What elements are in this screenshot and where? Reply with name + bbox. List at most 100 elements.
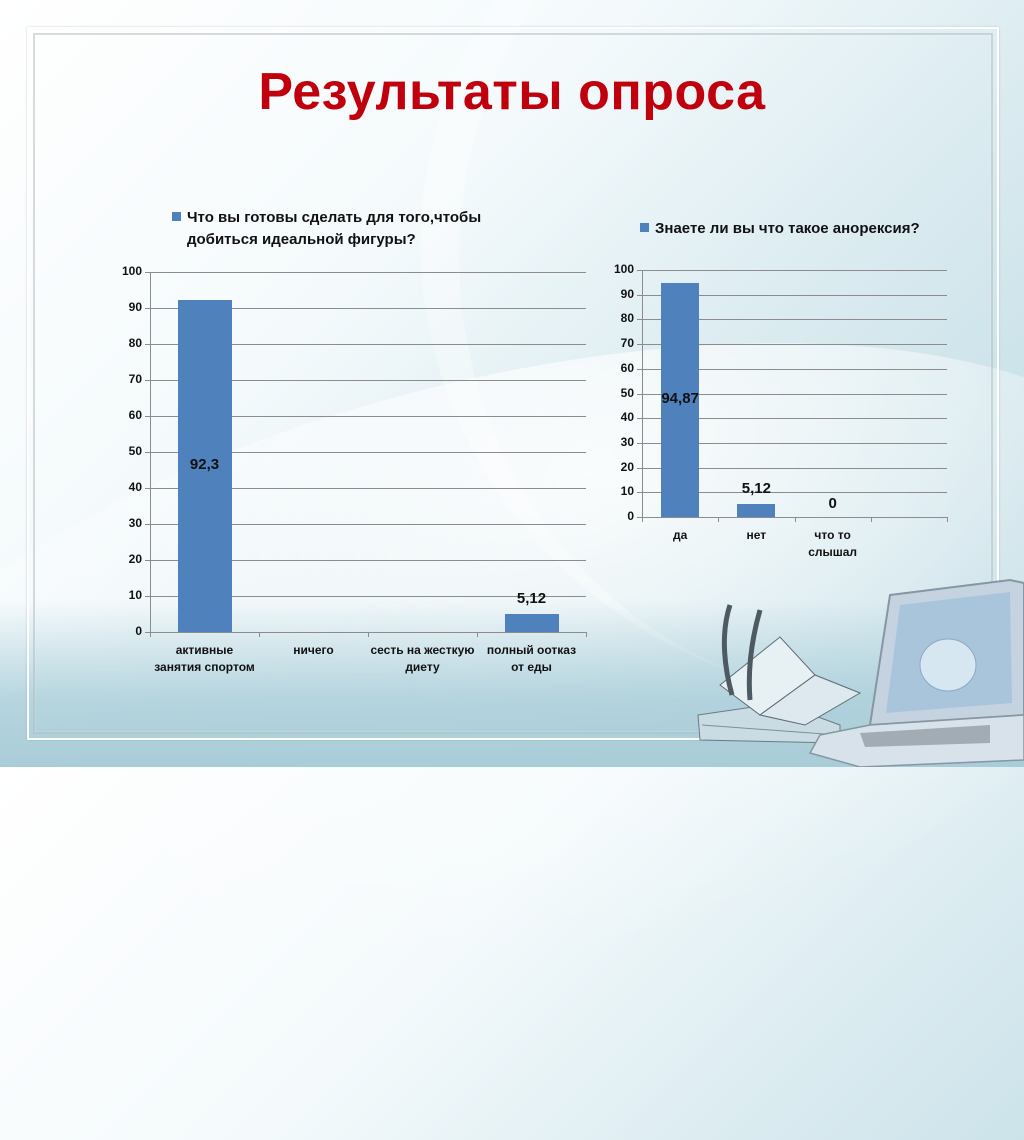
y-tick-label: 30 bbox=[620, 434, 634, 449]
y-tick bbox=[637, 294, 642, 296]
x-category-label bbox=[871, 527, 947, 561]
y-tick bbox=[637, 517, 642, 518]
y-tick bbox=[145, 380, 150, 381]
y-tick-label: 80 bbox=[620, 311, 634, 326]
slide-frame-inner bbox=[33, 33, 993, 734]
y-tick-label: 80 bbox=[128, 336, 142, 350]
y-tick bbox=[637, 393, 642, 395]
x-category-label: да bbox=[672, 528, 688, 542]
y-tick-label: 10 bbox=[128, 588, 142, 602]
gridline bbox=[642, 393, 947, 395]
gridline bbox=[150, 272, 586, 273]
x-tick bbox=[947, 517, 948, 522]
y-tick-label: 40 bbox=[128, 480, 142, 494]
gridline bbox=[150, 524, 586, 525]
legend-swatch bbox=[640, 223, 649, 232]
bar bbox=[504, 613, 559, 632]
y-tick-label: 40 bbox=[620, 410, 634, 425]
y-tick bbox=[637, 368, 642, 370]
y-tick-label: 60 bbox=[620, 360, 634, 375]
y-tick bbox=[145, 632, 150, 633]
y-tick-label: 0 bbox=[135, 624, 142, 638]
y-tick-label: 30 bbox=[128, 516, 142, 530]
y-tick-label: 0 bbox=[627, 509, 634, 523]
gridline bbox=[150, 488, 586, 489]
gridline bbox=[642, 492, 947, 494]
y-tick bbox=[145, 416, 150, 417]
laptop-book-illustration-icon bbox=[697, 578, 1024, 767]
gridline bbox=[150, 560, 586, 561]
y-tick bbox=[637, 344, 642, 346]
legend-text: Что вы готовы сделать для того,чтобы bbox=[187, 209, 482, 226]
gridline bbox=[642, 368, 947, 370]
gridline bbox=[150, 596, 586, 597]
x-tick bbox=[794, 517, 796, 522]
x-category-label: ничего bbox=[293, 643, 334, 657]
y-tick-label: 100 bbox=[121, 264, 142, 278]
y-tick bbox=[637, 319, 642, 321]
gridline bbox=[642, 418, 947, 420]
y-tick-label: 50 bbox=[620, 385, 634, 400]
gridline bbox=[642, 270, 947, 271]
y-tick bbox=[637, 442, 642, 444]
x-category-label: активные занятия спортом bbox=[154, 643, 255, 674]
x-category-label: что то слышал bbox=[808, 528, 858, 559]
y-tick bbox=[145, 524, 150, 525]
y-tick-label: 100 bbox=[613, 262, 634, 276]
y-tick-label: 90 bbox=[620, 286, 634, 301]
data-label: 5,12 bbox=[741, 480, 771, 498]
gridline bbox=[150, 452, 586, 453]
y-axis bbox=[642, 270, 643, 517]
y-axis bbox=[150, 272, 151, 632]
y-tick bbox=[145, 596, 150, 597]
legend-text: добиться идеальной фигуры? bbox=[187, 231, 416, 248]
gridline bbox=[642, 467, 947, 469]
data-label: 0 bbox=[828, 495, 837, 512]
data-label: 92,3 bbox=[189, 455, 220, 473]
y-tick bbox=[145, 560, 150, 561]
x-tick bbox=[477, 632, 478, 637]
x-tick bbox=[368, 632, 369, 637]
legend-text: Знаете ли вы что такое анорексия? bbox=[655, 220, 920, 237]
y-tick bbox=[145, 452, 150, 453]
y-tick bbox=[637, 492, 642, 494]
bar bbox=[177, 299, 232, 632]
data-label: 94,87 bbox=[661, 389, 699, 407]
x-tick bbox=[718, 517, 720, 522]
bar bbox=[661, 282, 700, 517]
x-tick bbox=[642, 517, 643, 522]
y-tick bbox=[145, 272, 150, 273]
x-tick bbox=[259, 632, 260, 637]
y-tick bbox=[637, 270, 642, 271]
gridline bbox=[150, 308, 586, 309]
chart-legend: Что вы готовы сделать для того,чтобы доб… bbox=[172, 207, 481, 251]
slide-title: Результаты опроса bbox=[258, 63, 766, 121]
y-tick-label: 70 bbox=[620, 336, 634, 351]
bar bbox=[737, 504, 776, 517]
y-tick-label: 20 bbox=[128, 552, 142, 566]
y-tick-label: 70 bbox=[128, 372, 142, 386]
x-category-label: полный оотказ от еды bbox=[486, 643, 577, 674]
gridline bbox=[150, 380, 586, 381]
y-tick-label: 50 bbox=[128, 444, 142, 458]
y-tick-label: 90 bbox=[128, 300, 142, 314]
gridline bbox=[150, 344, 586, 345]
gridline bbox=[642, 344, 947, 346]
legend-swatch bbox=[172, 212, 181, 221]
gridline bbox=[642, 442, 947, 444]
gridline bbox=[150, 416, 586, 417]
y-tick bbox=[145, 344, 150, 345]
gridline bbox=[642, 319, 947, 321]
data-label: 5,12 bbox=[516, 589, 547, 607]
y-tick-label: 20 bbox=[620, 459, 634, 474]
x-tick bbox=[150, 632, 151, 637]
x-tick bbox=[870, 517, 872, 522]
x-category-label: сесть на жесткую диету bbox=[370, 643, 475, 674]
x-category-label: нет bbox=[746, 528, 767, 542]
y-tick-label: 10 bbox=[620, 484, 634, 499]
y-tick bbox=[637, 467, 642, 469]
slide-frame bbox=[27, 27, 999, 740]
y-tick-label: 60 bbox=[128, 408, 142, 422]
x-tick bbox=[586, 632, 587, 637]
y-tick bbox=[145, 308, 150, 309]
